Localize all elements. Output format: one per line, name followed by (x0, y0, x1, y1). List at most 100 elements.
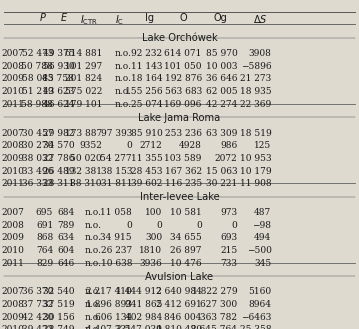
Text: 695: 695 (36, 208, 53, 217)
Text: 201 824: 201 824 (65, 74, 102, 84)
Text: 10 476: 10 476 (170, 259, 202, 268)
Text: 10 953: 10 953 (240, 154, 271, 163)
Text: 169 096: 169 096 (164, 100, 202, 109)
Text: 32 540: 32 540 (43, 288, 74, 296)
Text: 3908: 3908 (248, 49, 271, 58)
Text: n.o.: n.o. (115, 49, 132, 58)
Text: 2011: 2011 (2, 179, 25, 188)
Text: 614 071: 614 071 (164, 49, 202, 58)
Text: 132 381: 132 381 (65, 166, 102, 176)
Text: 25 074: 25 074 (131, 100, 162, 109)
Text: 26 897: 26 897 (170, 246, 202, 255)
Text: n.o.: n.o. (85, 300, 102, 309)
Text: 37 732: 37 732 (22, 300, 53, 309)
Text: 125: 125 (254, 141, 271, 150)
Text: 50 020: 50 020 (70, 154, 102, 163)
Text: 27 786: 27 786 (43, 154, 74, 163)
Text: 604: 604 (57, 246, 74, 255)
Text: 2 217 410: 2 217 410 (87, 288, 132, 296)
Text: 92 232: 92 232 (131, 49, 162, 58)
Text: 46 624: 46 624 (43, 100, 74, 109)
Text: 2011: 2011 (2, 100, 25, 109)
Text: 0: 0 (196, 221, 202, 230)
Text: n.o.: n.o. (115, 62, 132, 71)
Text: 38 032: 38 032 (22, 154, 53, 163)
Text: 26 237: 26 237 (101, 246, 132, 255)
Text: 10 003: 10 003 (206, 62, 237, 71)
Text: 4 810 480: 4 810 480 (156, 325, 202, 329)
Text: Inter-levee Lake: Inter-levee Lake (140, 192, 219, 202)
Text: Lake Orchówek: Lake Orchówek (141, 34, 218, 43)
Text: 494: 494 (254, 233, 271, 242)
Text: 30 270: 30 270 (22, 141, 53, 150)
Text: 85 970: 85 970 (206, 49, 237, 58)
Text: 0: 0 (126, 141, 132, 150)
Text: n.o.: n.o. (85, 259, 102, 268)
Text: 167 362: 167 362 (165, 166, 202, 176)
Text: 8964: 8964 (248, 300, 271, 309)
Text: 85 910: 85 910 (131, 129, 162, 138)
Text: 155 256: 155 256 (125, 87, 162, 96)
Text: 789: 789 (57, 221, 74, 230)
Text: n.o.: n.o. (85, 313, 102, 322)
Text: 487: 487 (254, 208, 271, 217)
Text: 10 179: 10 179 (240, 166, 271, 176)
Text: 11 058: 11 058 (101, 208, 132, 217)
Text: n.o.: n.o. (85, 233, 102, 242)
Text: 39 602: 39 602 (131, 179, 162, 188)
Text: 2 645 764: 2 645 764 (191, 325, 237, 329)
Text: n.o.: n.o. (115, 74, 132, 84)
Text: 1 444 912: 1 444 912 (116, 288, 162, 296)
Text: 2009: 2009 (2, 313, 25, 322)
Text: 4928: 4928 (179, 141, 202, 150)
Text: 2008: 2008 (2, 141, 25, 150)
Text: 1 896 893: 1 896 893 (86, 300, 132, 309)
Text: 45 758: 45 758 (42, 74, 74, 84)
Text: 2009: 2009 (2, 233, 25, 242)
Text: 192 876: 192 876 (164, 74, 202, 84)
Text: 575 022: 575 022 (65, 87, 102, 96)
Text: 179 101: 179 101 (65, 100, 102, 109)
Text: 2 412 691: 2 412 691 (156, 300, 202, 309)
Text: 300: 300 (145, 233, 162, 242)
Text: 21 273: 21 273 (240, 74, 271, 84)
Text: 18 935: 18 935 (240, 87, 271, 96)
Text: 2007: 2007 (2, 129, 25, 138)
Text: O: O (179, 13, 187, 23)
Text: 49 375: 49 375 (43, 49, 74, 58)
Text: 28 311: 28 311 (43, 179, 74, 188)
Text: 9352: 9352 (79, 141, 102, 150)
Text: 846 004: 846 004 (164, 313, 202, 322)
Text: 101 050: 101 050 (164, 62, 202, 71)
Text: 42 420: 42 420 (22, 313, 53, 322)
Text: 868: 868 (36, 233, 53, 242)
Text: 34 570: 34 570 (43, 141, 74, 150)
Text: −6463: −6463 (241, 313, 271, 322)
Text: 2007: 2007 (2, 49, 25, 58)
Text: 63 309: 63 309 (206, 129, 237, 138)
Text: 58 083: 58 083 (22, 74, 53, 84)
Text: 0: 0 (126, 221, 132, 230)
Text: 29 982: 29 982 (43, 129, 74, 138)
Text: n.o.: n.o. (85, 208, 102, 217)
Text: 36 370: 36 370 (22, 288, 53, 296)
Text: 941 865: 941 865 (125, 300, 162, 309)
Text: 2010: 2010 (2, 166, 25, 176)
Text: −500: −500 (247, 246, 271, 255)
Text: 563 683: 563 683 (164, 87, 202, 96)
Text: 51 219: 51 219 (22, 87, 53, 96)
Text: 4 407 331: 4 407 331 (87, 325, 132, 329)
Text: 1810: 1810 (139, 246, 162, 255)
Text: 0: 0 (232, 221, 237, 230)
Text: 58 988: 58 988 (22, 100, 53, 109)
Text: 691: 691 (36, 221, 53, 230)
Text: $I_\mathregular{CTR}$: $I_\mathregular{CTR}$ (80, 13, 98, 27)
Text: 173 887: 173 887 (65, 129, 102, 138)
Text: 34 655: 34 655 (170, 233, 202, 242)
Text: 733: 733 (220, 259, 237, 268)
Text: 22 369: 22 369 (240, 100, 271, 109)
Text: 18 164: 18 164 (131, 74, 162, 84)
Text: 26 489: 26 489 (43, 166, 74, 176)
Text: 101 297: 101 297 (65, 62, 102, 71)
Text: 100: 100 (145, 208, 162, 217)
